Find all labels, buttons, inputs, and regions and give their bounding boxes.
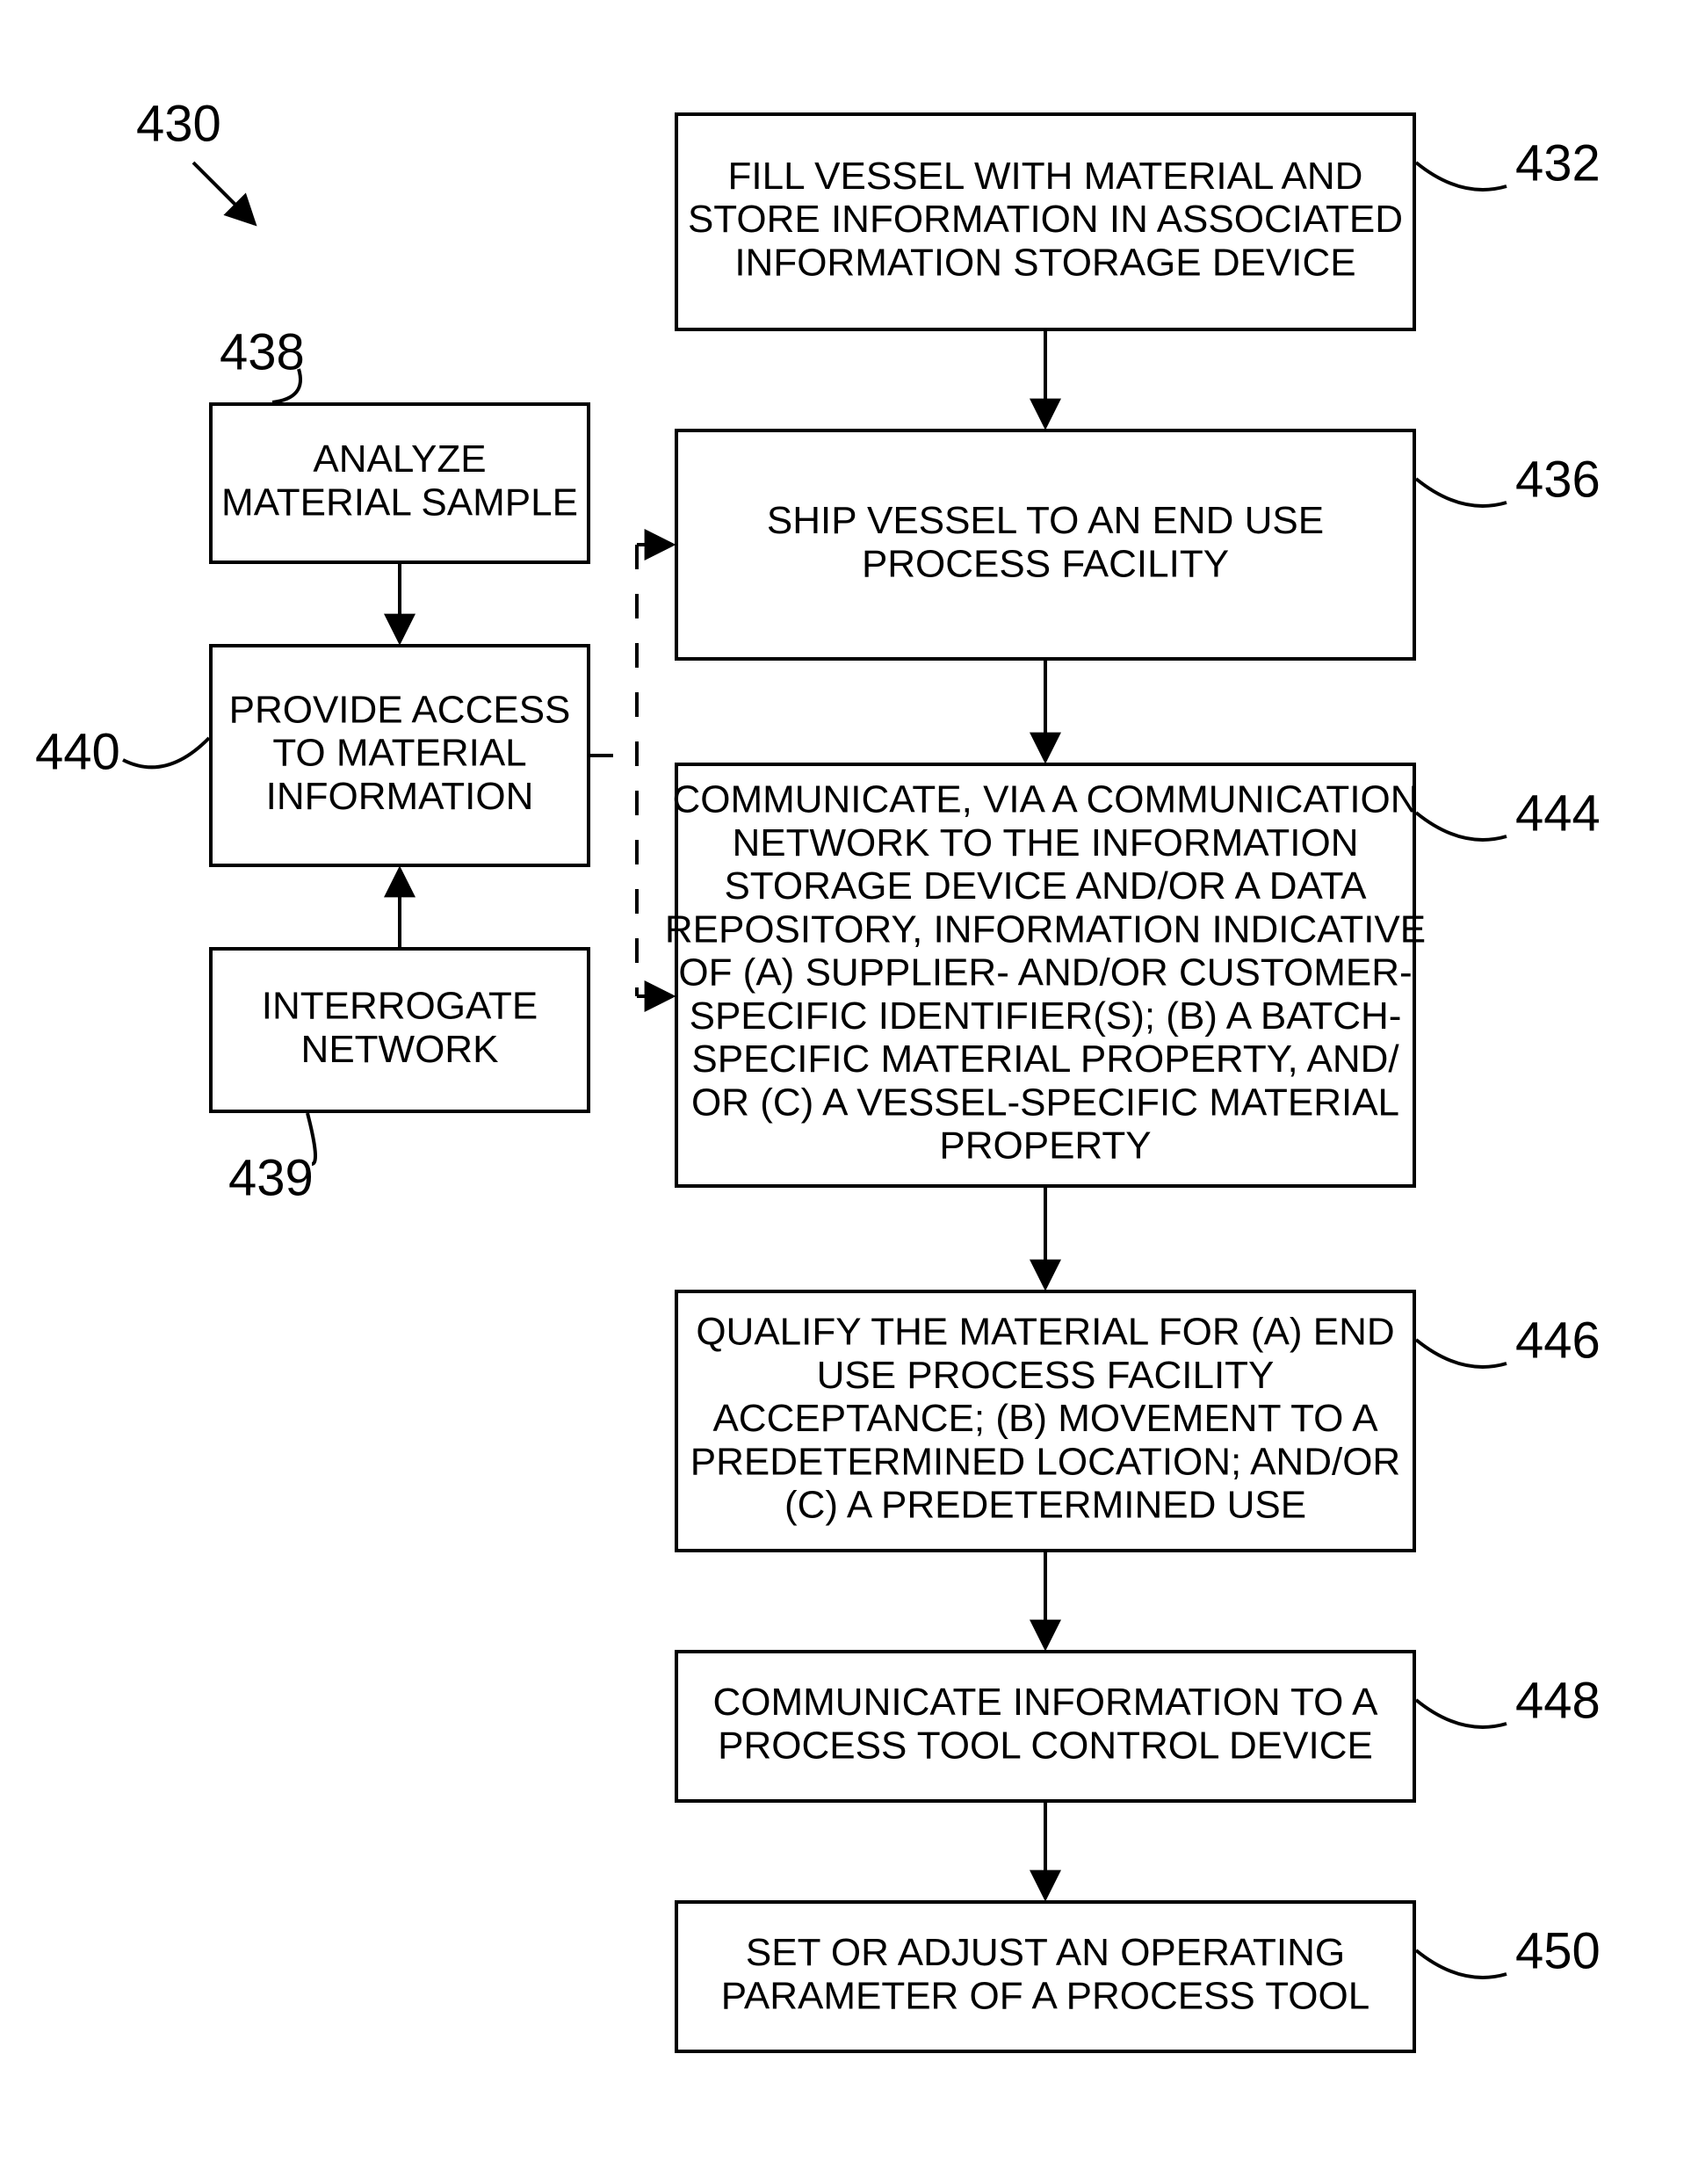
ref-label-432: 432 — [1515, 134, 1601, 192]
flow-box-label: (C) A PREDETERMINED USE — [784, 1484, 1306, 1527]
flow-box-label: PARAMETER OF A PROCESS TOOL — [721, 1974, 1369, 2017]
flow-box-label: REPOSITORY, INFORMATION INDICATIVE — [665, 908, 1426, 951]
flow-box-label: QUALIFY THE MATERIAL FOR (A) END — [696, 1311, 1394, 1354]
ref-leader — [1416, 1950, 1507, 1978]
flow-box-label: SET OR ADJUST AN OPERATING — [746, 1931, 1345, 1974]
flow-box-label: INFORMATION — [266, 775, 534, 818]
flow-box-label: STORAGE DEVICE AND/OR A DATA — [724, 864, 1367, 908]
ref-label-450: 450 — [1515, 1922, 1601, 1979]
ref-label-448: 448 — [1515, 1672, 1601, 1729]
flow-box-label: PROVIDE ACCESS — [229, 688, 571, 731]
title-arrow-icon — [193, 163, 255, 224]
flow-box-label: NETWORK — [301, 1028, 499, 1071]
flow-box-label: PROCESS TOOL CONTROL DEVICE — [718, 1724, 1373, 1767]
ref-leader — [123, 738, 209, 767]
ref-leader — [1416, 813, 1507, 840]
ref-label-439: 439 — [228, 1149, 314, 1206]
ref-label-436: 436 — [1515, 451, 1601, 508]
ref-label-438: 438 — [220, 323, 305, 380]
flow-box-label: OR (C) A VESSEL-SPECIFIC MATERIAL — [691, 1081, 1399, 1124]
ref-label-440: 440 — [35, 723, 120, 780]
flow-box-label: SPECIFIC IDENTIFIER(S); (B) A BATCH- — [690, 994, 1402, 1038]
ref-leader — [1416, 479, 1507, 506]
flow-box-label: PREDETERMINED LOCATION; AND/OR — [690, 1440, 1400, 1483]
flow-box-label: INTERROGATE — [262, 984, 538, 1027]
flow-box-label: SPECIFIC MATERIAL PROPERTY, AND/ — [691, 1038, 1399, 1081]
ref-label-430: 430 — [136, 95, 221, 152]
flow-box-label: FILL VESSEL WITH MATERIAL AND — [728, 155, 1363, 198]
flow-box-label: INFORMATION STORAGE DEVICE — [734, 241, 1355, 284]
flow-box-label: COMMUNICATE INFORMATION TO A — [713, 1681, 1379, 1724]
ref-leader — [1416, 163, 1507, 190]
ref-leader — [1416, 1700, 1507, 1727]
flow-box-label: NETWORK TO THE INFORMATION — [733, 821, 1359, 864]
flow-box-label: ACCEPTANCE; (B) MOVEMENT TO A — [712, 1397, 1378, 1440]
flow-box-label: MATERIAL SAMPLE — [221, 481, 578, 524]
flow-box-label: PROCESS FACILITY — [862, 542, 1229, 585]
flow-box-label: PROPERTY — [939, 1125, 1151, 1168]
flow-box-label: USE PROCESS FACILITY — [817, 1354, 1275, 1397]
ref-leader — [1416, 1340, 1507, 1367]
flow-box-label: OF (A) SUPPLIER- AND/OR CUSTOMER- — [678, 951, 1412, 994]
flow-box-label: TO MATERIAL — [272, 732, 526, 775]
flow-box-label: SHIP VESSEL TO AN END USE — [767, 499, 1324, 542]
flow-box-label: ANALYZE — [313, 438, 486, 481]
ref-label-446: 446 — [1515, 1312, 1601, 1369]
flow-box-label: COMMUNICATE, VIA A COMMUNICATION — [672, 778, 1418, 821]
ref-label-444: 444 — [1515, 785, 1601, 842]
flow-box-label: STORE INFORMATION IN ASSOCIATED — [688, 198, 1403, 241]
